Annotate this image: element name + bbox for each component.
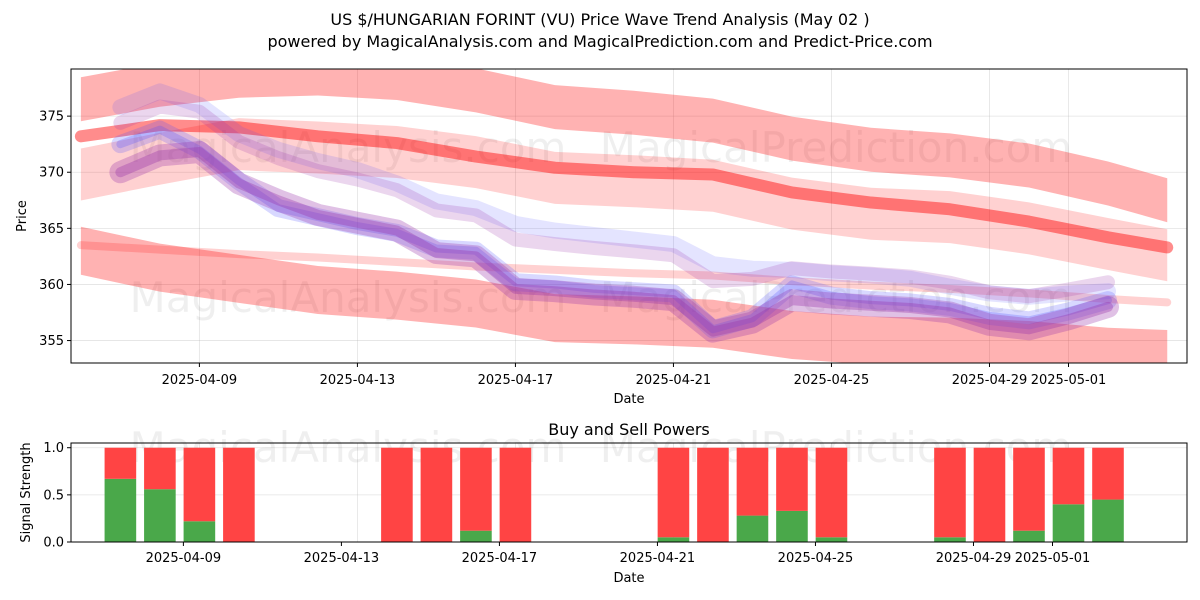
y-tick-label: 1.0 [43,441,64,456]
trend-band-lower [80,226,1168,363]
y-axis-label: Signal Strength [19,442,34,542]
x-tick-label: 2025-04-29 [936,551,1012,566]
x-tick-label: 2025-05-01 [1015,551,1091,566]
x-axis-label: Date [613,392,644,407]
y-tick-label: 370 [39,166,64,181]
signal-chart-title: Buy and Sell Powers [548,420,710,439]
sell-bar [973,447,1006,542]
x-tick-label: 2025-04-25 [794,373,870,388]
sell-bar [1092,447,1124,500]
x-tick-label: 2025-04-21 [636,373,712,388]
sell-bar [1052,447,1085,505]
buy-bar [815,537,848,542]
buy-bar [183,521,216,542]
buy-bar [1013,530,1045,542]
sell-bar [499,447,532,542]
chart-title: US $/HUNGARIAN FORINT (VU) Price Wave Tr… [330,10,870,29]
sell-bar [381,447,413,542]
sell-bar [144,447,176,490]
sell-bar [776,447,808,511]
watermark-text: MagicalPrediction.com [600,123,1073,172]
buy-bar [104,478,137,542]
sell-bar [183,447,216,522]
x-tick-label: 2025-04-13 [304,551,380,566]
trend-line-middle [74,119,1174,254]
predicted-wave-upper [113,99,1115,304]
watermark-text: MagicalAnalysis.com [130,123,567,172]
price-wave-line [111,120,1117,339]
x-tick-label: 2025-04-25 [778,551,854,566]
chart-subtitle: powered by MagicalAnalysis.com and Magic… [267,32,933,51]
y-tick-label: 0.0 [43,536,64,551]
buy-bar [1092,499,1124,542]
x-axis-label: Date [613,571,644,586]
x-tick-label: 2025-04-17 [462,551,538,566]
trend-band-upper [80,69,1168,223]
buy-bar [736,515,769,542]
buy-bar [776,510,808,542]
x-tick-label: 2025-04-29 [952,373,1028,388]
buy-bar [144,489,176,542]
buy-bar [460,530,492,542]
plot-area [74,69,1174,363]
sell-bar [104,447,137,479]
y-axis-label: Price [15,200,30,232]
trend-line-lower [76,241,1172,307]
buy-bar [657,537,690,542]
signal-frame [70,442,1188,543]
sell-bar [1013,447,1045,531]
x-tick-label: 2025-04-09 [162,373,238,388]
sell-bar [460,447,492,531]
sell-bar [934,447,966,538]
upper-wave-line [112,83,1116,305]
watermark-text: MagicalPrediction.com [600,273,1073,322]
plot-frame [70,68,1188,364]
buy-bar [1052,504,1085,542]
predicted-wave-band [109,141,1119,343]
y-tick-label: 355 [39,334,64,349]
sell-bar [736,447,769,516]
sell-bar [223,447,255,542]
sell-bar [657,447,690,538]
sell-bar [815,447,848,538]
sell-bar [697,447,729,542]
y-tick-label: 375 [39,110,64,125]
predicted-wave-line [115,147,1113,337]
price-wave-core [116,125,1112,334]
sell-bar [420,447,453,542]
x-tick-label: 2025-04-09 [146,551,222,566]
trend-band-middle [80,118,1168,282]
watermark-text: MagicalAnalysis.com [130,273,567,322]
x-tick-label: 2025-05-01 [1031,373,1107,388]
x-tick-label: 2025-04-21 [620,551,696,566]
x-tick-label: 2025-04-17 [478,373,554,388]
buy-bar [934,537,966,542]
y-tick-label: 365 [39,222,64,237]
y-tick-label: 360 [39,278,64,293]
price-chart: MagicalAnalysis.com MagicalPrediction.com… [15,68,1188,407]
y-tick-label: 0.5 [43,488,64,503]
x-tick-label: 2025-04-13 [320,373,396,388]
